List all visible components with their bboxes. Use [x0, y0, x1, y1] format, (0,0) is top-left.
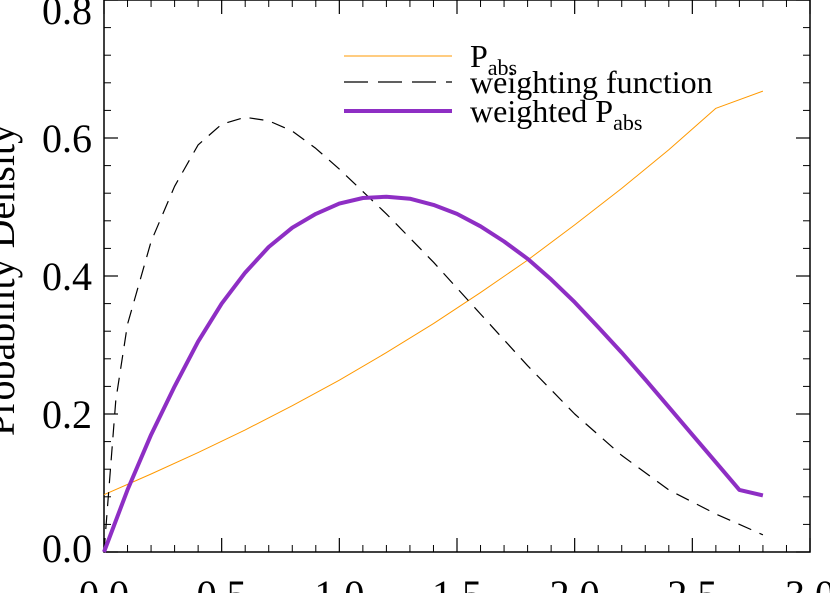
y-tick-label: 0.4 — [42, 254, 92, 299]
y-tick-label: 0.2 — [42, 392, 92, 437]
series-line-1 — [103, 90, 764, 496]
legend-subscript-1: abs — [488, 55, 517, 80]
y-tick-label: 0.0 — [42, 526, 92, 571]
x-tick-label: 1.0 — [314, 572, 364, 593]
x-tick-label: 1.5 — [432, 572, 482, 593]
tick-labels: 0.0 0.5 1.0 1.5 2.0 2.5 3.0 0.0 0.2 0.4 0.6 0.8 — [42, 0, 830, 593]
legend-subscript-3: abs — [613, 110, 642, 135]
y-tick-label: 0.6 — [42, 116, 92, 161]
series-line-3 — [102, 194, 764, 553]
legend-label-2: weighting function — [470, 64, 713, 100]
x-tick-label: 3.0 — [785, 572, 830, 593]
axis-ticks — [103, 0, 811, 553]
x-tick-label: 2.5 — [667, 572, 717, 593]
y-axis-label: Probability Density — [0, 124, 23, 436]
x-tick-label: 2.0 — [550, 572, 600, 593]
x-tick-label: 0.5 — [197, 572, 247, 593]
x-tick-label: 0.0 — [79, 572, 129, 593]
series-line-2 — [103, 116, 764, 553]
series-layer — [102, 90, 764, 553]
y-tick-label: 0.8 — [42, 0, 92, 33]
